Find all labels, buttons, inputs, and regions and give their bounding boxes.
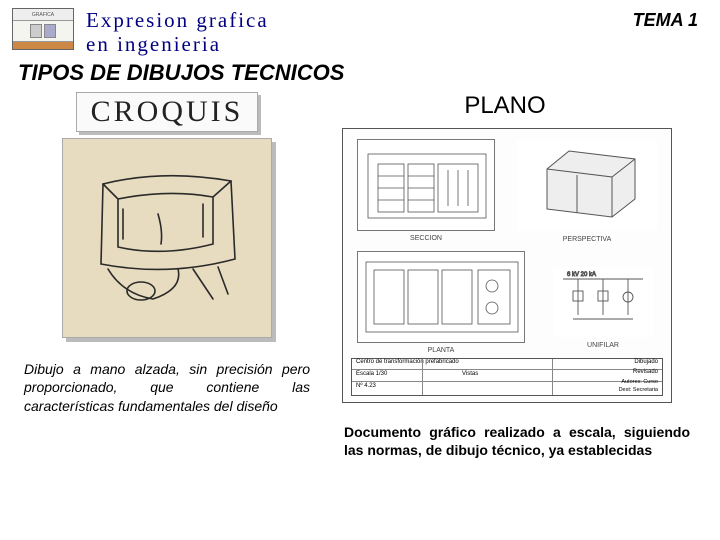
tb-autores: Autores: Curso xyxy=(621,379,658,385)
planta-svg xyxy=(358,252,526,344)
content-row: CROQUIS Dibujo a mano alzada, sin precis… xyxy=(0,92,720,459)
logo-icon xyxy=(30,24,42,38)
sketch-svg xyxy=(63,139,273,339)
svg-text:6 kV 20 kA: 6 kV 20 kA xyxy=(567,272,596,278)
plano-view-planta: PLANTA xyxy=(357,251,525,343)
tema-label: TEMA 1 xyxy=(633,10,698,31)
croquis-column: CROQUIS Dibujo a mano alzada, sin precis… xyxy=(12,92,322,459)
tb-vistas: Vistas xyxy=(462,371,478,377)
croquis-sketch xyxy=(62,138,272,338)
section-title: TIPOS DE DIBUJOS TECNICOS xyxy=(0,58,720,92)
logo-top: GRAFICA xyxy=(13,9,73,21)
tb-dibujado: Dibujado xyxy=(634,359,658,365)
header-row: GRAFICA Expresion grafica en ingenieria … xyxy=(0,0,720,58)
plano-view-unifilar: 6 kV 20 kA UNIFILAR xyxy=(553,267,653,337)
tb-escala: Escala 1/30 xyxy=(356,371,387,377)
perspectiva-svg xyxy=(517,139,657,231)
plano-view-seccion: SECCION xyxy=(357,139,495,231)
plano-column: PLANO SECCION xyxy=(342,92,708,459)
tb-num: Nº 4.23 xyxy=(356,383,376,389)
plano-view-perspectiva: PERSPECTIVA xyxy=(517,139,657,231)
header-title-line1: Expresion grafica xyxy=(86,8,269,32)
view-label-perspectiva: PERSPECTIVA xyxy=(517,236,657,243)
plano-drawing: SECCION PERSPECTIVA xyxy=(342,128,672,403)
croquis-description: Dibujo a mano alzada, sin precisión pero… xyxy=(12,338,322,415)
unifilar-svg: 6 kV 20 kA xyxy=(553,267,653,337)
header-title-line2: en ingenieria xyxy=(86,32,221,56)
logo-icon xyxy=(44,24,56,38)
plano-label: PLANO xyxy=(342,92,708,120)
view-label-unifilar: UNIFILAR xyxy=(553,342,653,349)
logo-mid xyxy=(13,21,73,41)
tb-cliente: Dest: Secretaria xyxy=(619,387,658,393)
view-label-seccion: SECCION xyxy=(358,235,494,242)
header-title: Expresion grafica en ingenieria xyxy=(86,8,269,56)
croquis-label: CROQUIS xyxy=(76,92,259,132)
logo-bottom xyxy=(13,41,73,49)
tb-revisado: Revisado xyxy=(633,369,658,375)
view-label-planta: PLANTA xyxy=(358,347,524,354)
logo: GRAFICA xyxy=(12,8,74,50)
plano-title-block: Centro de transformación prefabricado Es… xyxy=(351,358,663,396)
tb-project: Centro de transformación prefabricado xyxy=(356,359,459,365)
plano-description: Documento gráfico realizado a escala, si… xyxy=(342,403,708,459)
seccion-svg xyxy=(358,140,496,232)
